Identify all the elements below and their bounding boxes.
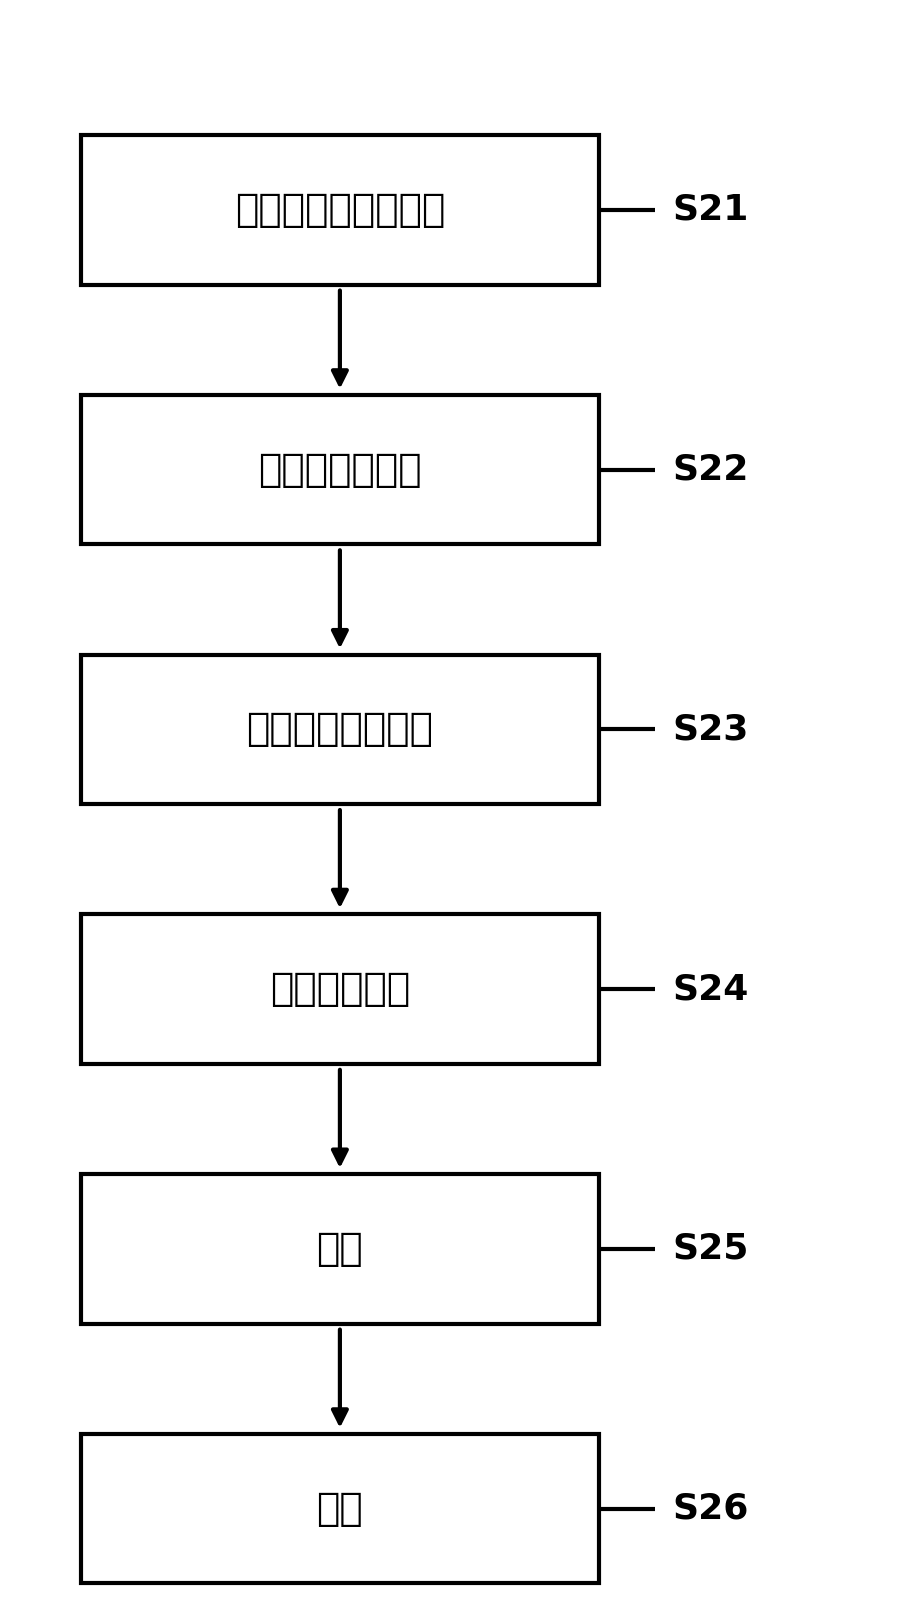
Text: S24: S24 (671, 973, 748, 1007)
Text: 阀金属阳极体的形成: 阀金属阳极体的形成 (235, 191, 444, 229)
Text: S21: S21 (671, 192, 748, 226)
Bar (81, 136, 598, 284)
Text: S25: S25 (671, 1231, 748, 1265)
Bar (81, 654, 598, 805)
Text: S23: S23 (671, 713, 748, 747)
Text: 介电层膜的再形成: 介电层膜的再形成 (247, 711, 433, 748)
Bar (81, 1433, 598, 1584)
Bar (81, 1175, 598, 1324)
Bar (81, 915, 598, 1063)
Text: S26: S26 (671, 1492, 748, 1526)
Text: 阴极层的形成: 阴极层的形成 (269, 970, 410, 1008)
Text: 包封: 包封 (316, 1490, 363, 1527)
Bar (81, 394, 598, 545)
Text: S22: S22 (671, 452, 748, 486)
Text: 介电层膜的形成: 介电层膜的形成 (257, 451, 421, 488)
Text: 组装: 组装 (316, 1230, 363, 1269)
